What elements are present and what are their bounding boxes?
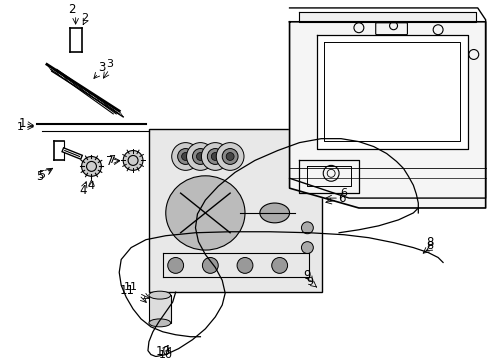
Circle shape xyxy=(81,157,101,176)
Circle shape xyxy=(202,257,218,273)
Circle shape xyxy=(271,257,287,273)
Ellipse shape xyxy=(259,203,289,223)
Text: 7: 7 xyxy=(107,156,115,166)
Polygon shape xyxy=(299,12,475,22)
Text: 9: 9 xyxy=(303,269,310,282)
Text: 11: 11 xyxy=(124,282,138,292)
Text: 3: 3 xyxy=(105,59,113,69)
Text: 6: 6 xyxy=(338,192,345,204)
Text: 5: 5 xyxy=(39,170,45,180)
Circle shape xyxy=(201,143,229,170)
Text: 9: 9 xyxy=(305,277,312,287)
Text: 8: 8 xyxy=(426,236,433,249)
Circle shape xyxy=(301,242,313,253)
Circle shape xyxy=(301,222,313,234)
Text: 4: 4 xyxy=(88,181,95,191)
Text: 1: 1 xyxy=(19,117,26,130)
Ellipse shape xyxy=(149,319,170,327)
Ellipse shape xyxy=(165,176,244,250)
Polygon shape xyxy=(317,35,467,149)
Circle shape xyxy=(222,149,238,165)
Circle shape xyxy=(211,153,219,161)
Text: 2: 2 xyxy=(68,3,75,17)
Circle shape xyxy=(237,257,252,273)
Bar xyxy=(149,295,170,323)
Circle shape xyxy=(226,153,234,161)
Bar xyxy=(149,129,322,292)
Circle shape xyxy=(171,143,199,170)
Circle shape xyxy=(167,257,183,273)
Circle shape xyxy=(123,150,142,170)
Text: 2: 2 xyxy=(81,13,88,23)
Polygon shape xyxy=(289,22,485,208)
Text: 8: 8 xyxy=(426,240,433,251)
Text: 6: 6 xyxy=(340,188,347,198)
Text: 4: 4 xyxy=(80,184,87,197)
Circle shape xyxy=(216,143,244,170)
Circle shape xyxy=(181,153,189,161)
Text: 1: 1 xyxy=(17,122,23,132)
Text: 7: 7 xyxy=(105,155,113,168)
Ellipse shape xyxy=(149,291,170,299)
Text: 10: 10 xyxy=(155,345,170,358)
Circle shape xyxy=(207,149,223,165)
Circle shape xyxy=(177,149,193,165)
Text: 3: 3 xyxy=(98,61,105,74)
Text: 11: 11 xyxy=(120,284,134,297)
Text: 5: 5 xyxy=(36,170,43,183)
Circle shape xyxy=(186,143,214,170)
Text: 10: 10 xyxy=(159,350,172,360)
Circle shape xyxy=(192,149,208,165)
Circle shape xyxy=(196,153,204,161)
